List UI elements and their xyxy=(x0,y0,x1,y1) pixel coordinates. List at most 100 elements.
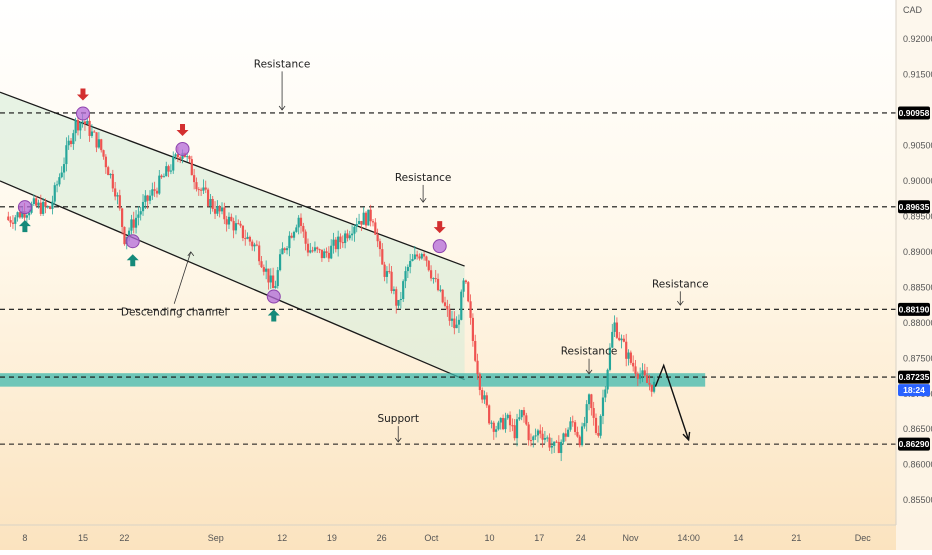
candle-body xyxy=(555,441,558,443)
time-tag-label: 18:24 xyxy=(903,385,925,395)
candle-body xyxy=(179,157,182,159)
candle-body xyxy=(58,177,61,185)
candle-body xyxy=(297,217,300,228)
candle-body xyxy=(418,256,421,259)
candle-body xyxy=(364,212,368,226)
price-scale-background xyxy=(896,0,932,550)
support-zone[interactable] xyxy=(0,373,706,387)
channel-fill xyxy=(0,92,465,380)
candle-body xyxy=(402,281,405,300)
candle-body xyxy=(350,233,354,236)
annotation-label[interactable]: Resistance xyxy=(652,278,709,290)
candle-body xyxy=(344,233,347,243)
candle-body xyxy=(23,211,26,218)
candle-body xyxy=(446,305,449,310)
candle-body xyxy=(495,429,498,432)
candle-body xyxy=(165,166,168,177)
candle-body xyxy=(527,424,530,441)
x-tick-label: Dec xyxy=(855,533,872,543)
candle-body xyxy=(74,120,77,134)
candle-body xyxy=(55,184,59,186)
candle-body xyxy=(381,249,384,265)
candle-body xyxy=(127,230,131,237)
candle-body xyxy=(441,289,444,303)
candle-body xyxy=(241,225,245,239)
candle-body xyxy=(260,261,263,268)
candle-body xyxy=(158,175,161,194)
annotation-label[interactable]: Resistance xyxy=(254,58,311,70)
x-tick-label: 12 xyxy=(277,533,287,543)
candle-body xyxy=(25,215,28,218)
candle-body xyxy=(288,235,291,249)
candle-body xyxy=(564,433,567,437)
time-scale[interactable]: 8 15 22 Sep 12 19 26 Oct 10 17 24 Nov 14:00 14 21 Dec xyxy=(22,533,871,543)
candle-body xyxy=(485,395,488,406)
candle-body xyxy=(186,156,189,158)
candle-body xyxy=(409,261,412,267)
candle-body xyxy=(371,221,375,223)
candle-body xyxy=(248,236,251,242)
candle-body xyxy=(636,373,639,379)
candle-body xyxy=(276,270,279,287)
candle-body xyxy=(550,445,553,448)
candle-body xyxy=(567,429,570,437)
candle-body xyxy=(295,227,298,232)
candle-body xyxy=(11,222,15,224)
annotation-label[interactable]: Descending channel xyxy=(121,307,228,319)
candle-body xyxy=(104,156,107,168)
candle-body xyxy=(239,223,242,226)
candle-body xyxy=(439,289,442,291)
candle-body xyxy=(230,216,233,221)
time-tag xyxy=(898,384,930,397)
candle-body xyxy=(155,190,159,194)
candle-body xyxy=(388,271,391,273)
candle-body xyxy=(362,212,365,225)
candle-body xyxy=(650,384,653,392)
candle-body xyxy=(334,239,337,250)
candle-body xyxy=(93,131,96,133)
candle-body xyxy=(497,422,500,430)
candle-body xyxy=(652,381,656,392)
candle-body xyxy=(306,243,310,253)
candle-body xyxy=(501,418,505,430)
candle-body xyxy=(278,254,282,271)
candle-body xyxy=(508,414,512,426)
candle-body xyxy=(274,286,277,289)
candle-body xyxy=(134,217,138,228)
candle-body xyxy=(560,441,563,453)
candle-body xyxy=(562,433,565,442)
candle-body xyxy=(604,389,607,398)
candle-body xyxy=(69,140,73,145)
candle-body xyxy=(176,154,179,158)
candle-body xyxy=(141,201,145,212)
candle-body xyxy=(281,248,284,255)
channel-lower-line[interactable] xyxy=(0,180,465,381)
projection-path[interactable] xyxy=(654,363,690,441)
candle-body xyxy=(536,430,540,436)
touch-point-marker xyxy=(266,289,281,304)
x-tick-label: 8 xyxy=(22,533,27,543)
x-tick-label: 10 xyxy=(484,533,494,543)
candle-body xyxy=(576,431,579,437)
candle-body xyxy=(35,198,38,206)
annotation-label[interactable]: Support xyxy=(377,413,419,425)
candle-body xyxy=(443,302,447,306)
arrow-down-icon xyxy=(176,123,189,136)
candle-body xyxy=(634,366,637,374)
candle-body xyxy=(427,260,430,271)
candle-body xyxy=(332,239,335,246)
candle-body xyxy=(246,236,249,239)
candle-body xyxy=(18,212,22,218)
candle-body xyxy=(534,435,537,437)
annotation-label[interactable]: Resistance xyxy=(395,172,452,184)
price-tag-label: 0.86290 xyxy=(899,439,930,449)
annotation-label[interactable]: Resistance xyxy=(561,346,618,358)
candle-body xyxy=(169,170,173,172)
candle-body xyxy=(481,390,484,400)
candle-body xyxy=(578,436,581,446)
